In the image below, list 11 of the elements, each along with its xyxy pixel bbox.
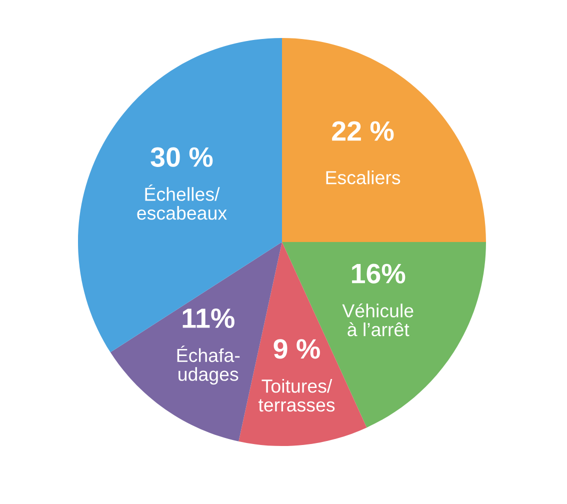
slice-label: Échelles/ escabeaux (137, 184, 227, 220)
slice-label: Véhicule à l’arrêt (342, 303, 414, 336)
data-label: 30 % (150, 147, 213, 167)
data-label: 22 % (332, 121, 394, 141)
slice-label: Toitures/ terrasses (258, 378, 335, 412)
data-label: 9 % (274, 339, 320, 359)
pie-slice (282, 38, 486, 242)
slice-label: Échafa- udages (177, 346, 240, 385)
data-label: 11% (182, 308, 234, 328)
data-label: 16% (352, 264, 406, 284)
slice-label: Escaliers (326, 170, 400, 184)
